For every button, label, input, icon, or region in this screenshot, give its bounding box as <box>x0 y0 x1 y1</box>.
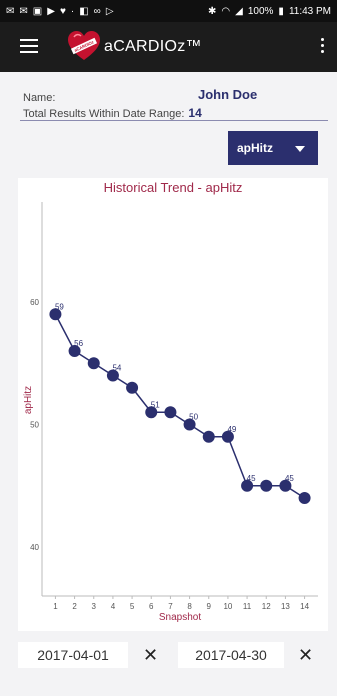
x-tick-label: 3 <box>92 602 97 611</box>
data-point <box>183 418 196 431</box>
data-label: 59 <box>55 302 64 311</box>
app-title: aCARDIOz™ <box>104 38 202 55</box>
total-results-value: 14 <box>188 106 202 120</box>
metric-dropdown[interactable]: apHitz <box>228 131 318 165</box>
data-point <box>202 430 215 443</box>
y-tick-label: 50 <box>30 421 39 430</box>
status-bar: ✉ ✉ ▣ ▶ ♥ · ◧ ∞ ▷ ✱ ◠ ◢ 100% ▮ 11:43 PM <box>0 0 337 22</box>
x-tick-label: 11 <box>243 602 252 611</box>
image-icon: ▣ <box>32 5 44 17</box>
end-date-field[interactable]: 2017-04-30 <box>178 642 284 668</box>
trend-chart: Historical Trend - apHitz apHitz Snapsho… <box>23 180 318 623</box>
chart-card: Historical Trend - apHitz apHitz Snapsho… <box>18 178 328 631</box>
bluetooth-icon: ✱ <box>208 5 217 17</box>
cast-icon: ◧ <box>79 5 90 17</box>
x-tick-label: 4 <box>111 602 116 611</box>
data-label: 56 <box>74 339 83 348</box>
x-tick-label: 10 <box>223 602 232 611</box>
clear-end-date-button[interactable]: ✕ <box>298 645 314 665</box>
wifi-icon: ◠ <box>221 5 231 17</box>
divider <box>20 120 328 121</box>
name-value: John Doe <box>198 87 258 102</box>
patient-info: Name: John Doe Total Results Within Date… <box>23 87 328 120</box>
data-point <box>126 381 139 394</box>
x-tick-label: 7 <box>168 602 173 611</box>
dot-icon: · <box>70 5 76 17</box>
media-icon: ▷ <box>105 5 115 17</box>
start-date-field[interactable]: 2017-04-01 <box>18 642 128 668</box>
data-point <box>49 308 62 321</box>
x-tick-label: 8 <box>187 602 192 611</box>
x-tick-label: 2 <box>72 602 77 611</box>
battery-percent: 100% <box>247 5 274 17</box>
data-point <box>221 430 234 443</box>
menu-icon[interactable] <box>20 39 38 53</box>
data-point <box>145 406 158 419</box>
x-tick-label: 1 <box>53 602 58 611</box>
data-point <box>279 479 292 492</box>
data-point <box>68 345 81 357</box>
series-line <box>54 313 305 499</box>
data-label: 54 <box>112 364 121 373</box>
mail-icon: ✉ <box>19 5 29 17</box>
chevron-down-icon <box>295 146 305 152</box>
mail-icon: ✉ <box>6 5 16 17</box>
data-point <box>164 406 177 419</box>
x-tick-label: 12 <box>262 602 271 611</box>
heart-logo-icon: aCARDIOz <box>68 31 100 60</box>
x-tick-label: 5 <box>130 602 135 611</box>
total-results-label: Total Results Within Date Range: <box>23 108 185 120</box>
voicemail-icon: ∞ <box>93 5 102 17</box>
data-label: 45 <box>285 474 294 483</box>
y-tick-label: 60 <box>30 298 39 307</box>
data-label: 50 <box>189 413 198 422</box>
data-label: 49 <box>227 425 236 434</box>
y-tick-label: 40 <box>30 543 39 552</box>
battery-icon: ▮ <box>278 5 284 17</box>
x-tick-label: 13 <box>281 602 290 611</box>
x-tick-label: 14 <box>300 602 309 611</box>
name-label: Name: <box>23 92 56 104</box>
x-tick-label: 9 <box>207 602 212 611</box>
data-point <box>87 357 100 370</box>
data-point <box>298 492 311 504</box>
data-point <box>106 369 119 382</box>
app-icon: ♥ <box>59 5 67 17</box>
y-axis-label: apHitz <box>23 386 34 414</box>
data-point <box>241 479 254 492</box>
clock: 11:43 PM <box>288 5 331 17</box>
data-point <box>260 479 273 492</box>
x-axis-label: Snapshot <box>159 612 201 623</box>
data-label: 45 <box>247 474 256 483</box>
more-options-icon[interactable] <box>319 38 325 56</box>
metric-dropdown-value: apHitz <box>237 141 273 155</box>
data-label: 51 <box>151 400 160 409</box>
chart-title: Historical Trend - apHitz <box>104 180 243 195</box>
x-tick-label: 6 <box>149 602 154 611</box>
signal-icon: ◢ <box>235 5 243 17</box>
clear-start-date-button[interactable]: ✕ <box>143 645 159 665</box>
app-bar: aCARDIOz aCARDIOz™ <box>0 22 337 72</box>
notification-icons: ✉ ✉ ▣ ▶ ♥ · ◧ ∞ ▷ <box>6 6 115 17</box>
play-icon: ▶ <box>47 5 56 17</box>
